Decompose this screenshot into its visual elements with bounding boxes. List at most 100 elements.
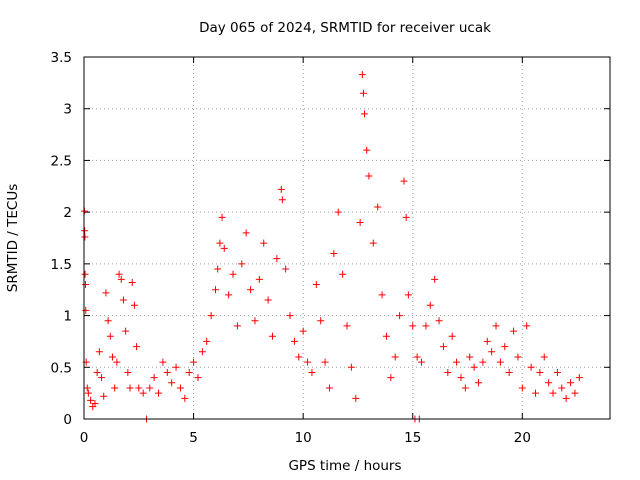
data-point (277, 185, 285, 193)
data-point (172, 363, 180, 371)
data-point (163, 368, 171, 376)
data-point (378, 291, 386, 299)
data-point (439, 343, 447, 351)
data-point (255, 275, 263, 283)
data-point (400, 177, 408, 185)
data-point (374, 203, 382, 211)
data-point (304, 358, 312, 366)
data-point (117, 275, 125, 283)
data-point (575, 374, 583, 382)
data-points (80, 71, 583, 423)
y-tick-label: 2 (63, 205, 72, 221)
data-point (369, 239, 377, 247)
data-point (527, 363, 535, 371)
data-point (220, 244, 228, 252)
x-axis-ticks: 0 5 10 15 20 (80, 57, 531, 446)
data-point (514, 353, 522, 361)
data-point (212, 286, 219, 294)
data-point (339, 270, 347, 278)
data-point (251, 317, 259, 325)
data-point (567, 379, 575, 387)
data-point (496, 358, 504, 366)
data-point (98, 374, 106, 382)
y-tick-label: 0 (63, 412, 72, 428)
data-point (334, 208, 342, 216)
data-point (198, 348, 206, 356)
data-point (501, 343, 509, 351)
data-point (387, 374, 395, 382)
data-point (402, 213, 410, 221)
y-tick-label: 2.5 (51, 153, 72, 169)
data-point (325, 384, 333, 392)
data-point (518, 384, 526, 392)
chart-title: Day 065 of 2024, SRMTID for receiver uca… (199, 20, 491, 36)
data-point (409, 322, 417, 330)
y-tick-label: 1 (63, 309, 72, 325)
data-point (505, 368, 513, 376)
data-point (126, 384, 134, 392)
data-point (102, 289, 110, 297)
data-point (317, 317, 325, 325)
data-point (308, 368, 316, 376)
data-point (361, 110, 369, 118)
data-point (139, 389, 147, 397)
data-point (194, 374, 202, 382)
data-point (343, 322, 351, 330)
data-point (95, 348, 103, 356)
data-point (422, 322, 430, 330)
data-point (155, 389, 163, 397)
data-point (396, 312, 404, 320)
data-point (540, 353, 548, 361)
data-point (330, 250, 338, 258)
data-point (273, 255, 281, 263)
x-tick-label: 5 (189, 430, 198, 446)
data-point (488, 348, 496, 356)
data-point (466, 353, 474, 361)
y-tick-label: 1.5 (51, 257, 72, 273)
data-point (352, 394, 360, 402)
data-point (104, 317, 112, 325)
data-point (347, 363, 355, 371)
data-point (492, 322, 500, 330)
data-point (321, 358, 329, 366)
data-point (81, 270, 89, 278)
data-point (113, 358, 121, 366)
data-point (475, 379, 482, 387)
data-point (91, 399, 99, 407)
data-point (81, 227, 89, 235)
data-point (299, 327, 307, 335)
data-point (444, 368, 452, 376)
data-point (545, 379, 553, 387)
data-point (106, 332, 114, 340)
data-point (168, 379, 176, 387)
data-point (404, 291, 412, 299)
x-tick-label: 0 (80, 430, 89, 446)
data-point (122, 327, 130, 335)
data-point (562, 394, 570, 402)
data-point (100, 392, 108, 400)
data-point (461, 384, 469, 392)
y-tick-label: 3.5 (51, 50, 72, 66)
data-point (365, 172, 373, 180)
data-point (238, 260, 246, 268)
data-point (233, 322, 241, 330)
data-point (278, 196, 286, 204)
data-point (135, 384, 143, 392)
y-tick-label: 3 (63, 102, 72, 118)
data-point (426, 301, 434, 309)
data-point (214, 265, 222, 273)
data-point (549, 389, 557, 397)
data-point (181, 394, 189, 402)
data-point (290, 337, 298, 345)
data-point (418, 358, 426, 366)
data-point (536, 368, 544, 376)
data-point (207, 312, 215, 320)
data-point (242, 229, 250, 237)
data-point (479, 358, 487, 366)
data-point (247, 286, 255, 294)
data-point (312, 281, 320, 289)
data-point (128, 278, 136, 286)
data-point (260, 239, 268, 247)
x-tick-label: 10 (295, 430, 312, 446)
data-point (295, 353, 303, 361)
